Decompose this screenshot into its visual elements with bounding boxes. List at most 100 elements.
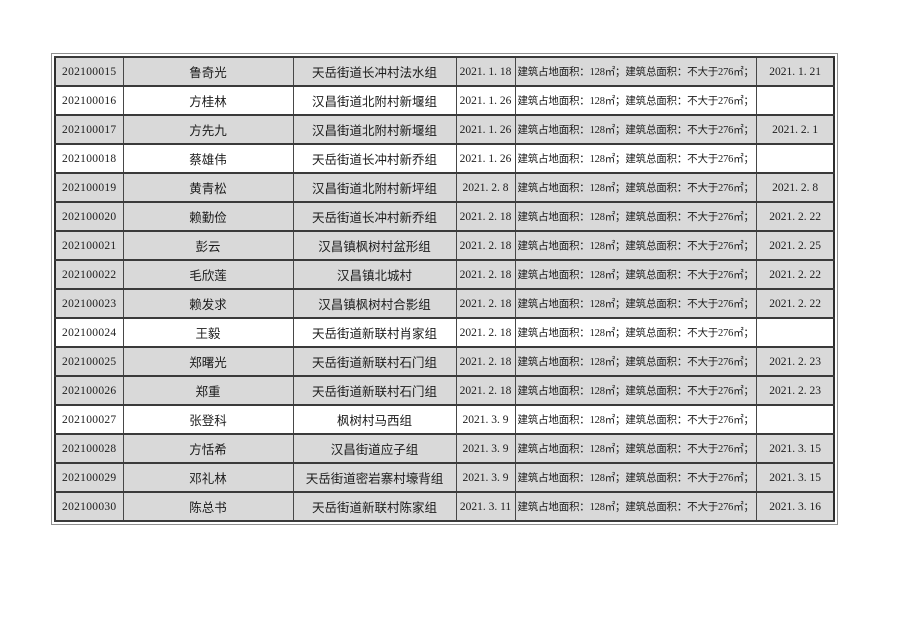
cell-serial: 202100027 [54,404,124,435]
table-row: 202100030 陈总书 天岳街道新联村陈家组 2021. 3. 11 建筑占地面积：… [54,491,835,522]
cell-approve-date: 2021. 1. 21 [755,56,835,87]
cell-building-area: 建筑占地面积：128㎡；建筑总面积：不大于276㎡； [514,288,757,319]
cell-serial: 202100026 [54,375,124,406]
cell-apply-date: 2021. 2. 18 [455,259,516,290]
cell-village: 汉昌镇枫树村盆形组 [292,230,457,261]
cell-building-area: 建筑占地面积：128㎡；建筑总面积：不大于276㎡； [514,230,757,261]
cell-name: 郑重 [122,375,294,406]
cell-approve-date: 2021. 2. 23 [755,375,835,406]
table-row: 202100015 鲁奇光 天岳街道长冲村法水组 2021. 1. 18 建筑占地面积：… [54,56,835,87]
cell-serial: 202100025 [54,346,124,377]
table-row: 202100017 方先九 汉昌街道北附村新堰组 2021. 1. 26 建筑占地面积：… [54,114,835,145]
cell-village: 汉昌镇枫树村合影组 [292,288,457,319]
cell-building-area: 建筑占地面积：128㎡；建筑总面积：不大于276㎡； [514,114,757,145]
cell-village: 天岳街道长冲村法水组 [292,56,457,87]
cell-approve-date [755,317,835,348]
cell-village: 天岳街道长冲村新乔组 [292,143,457,174]
cell-building-area: 建筑占地面积：128㎡；建筑总面积：不大于276㎡； [514,404,757,435]
cell-serial: 202100023 [54,288,124,319]
cell-approve-date: 2021. 2. 22 [755,288,835,319]
cell-village: 天岳街道新联村石门组 [292,375,457,406]
cell-building-area: 建筑占地面积：128㎡；建筑总面积：不大于276㎡； [514,317,757,348]
cell-building-area: 建筑占地面积：128㎡；建筑总面积：不大于276㎡； [514,56,757,87]
cell-name: 陈总书 [122,491,294,522]
cell-village: 汉昌街道北附村新堰组 [292,114,457,145]
table-row: 202100029 邓礼林 天岳街道密岩寨村壕背组 2021. 3. 9 建筑占地面积：… [54,462,835,493]
cell-building-area: 建筑占地面积：128㎡；建筑总面积：不大于276㎡； [514,172,757,203]
cell-village: 汉昌镇北城村 [292,259,457,290]
cell-name: 方恬希 [122,433,294,464]
cell-name: 张登科 [122,404,294,435]
cell-village: 汉昌街道北附村新堰组 [292,85,457,116]
cell-apply-date: 2021. 1. 26 [455,114,516,145]
cell-name: 黄青松 [122,172,294,203]
cell-apply-date: 2021. 1. 26 [455,85,516,116]
cell-approve-date: 2021. 2. 22 [755,259,835,290]
cell-village: 汉昌街道应子组 [292,433,457,464]
cell-serial: 202100028 [54,433,124,464]
cell-name: 毛欣莲 [122,259,294,290]
cell-approve-date: 2021. 2. 8 [755,172,835,203]
cell-apply-date: 2021. 2. 18 [455,230,516,261]
cell-approve-date: 2021. 3. 16 [755,491,835,522]
cell-serial: 202100019 [54,172,124,203]
cell-name: 邓礼林 [122,462,294,493]
cell-village: 天岳街道新联村肖家组 [292,317,457,348]
cell-approve-date [755,404,835,435]
cell-approve-date: 2021. 2. 25 [755,230,835,261]
cell-serial: 202100020 [54,201,124,232]
cell-apply-date: 2021. 3. 9 [455,433,516,464]
cell-apply-date: 2021. 2. 18 [455,346,516,377]
cell-village: 汉昌街道北附村新坪组 [292,172,457,203]
cell-apply-date: 2021. 1. 26 [455,143,516,174]
cell-serial: 202100018 [54,143,124,174]
cell-apply-date: 2021. 2. 18 [455,288,516,319]
cell-building-area: 建筑占地面积：128㎡；建筑总面积：不大于276㎡； [514,462,757,493]
cell-approve-date: 2021. 2. 23 [755,346,835,377]
approval-records-table: 202100015 鲁奇光 天岳街道长冲村法水组 2021. 1. 18 建筑占地面积：… [50,53,839,525]
table-row: 202100020 赖勤俭 天岳街道长冲村新乔组 2021. 2. 18 建筑占地面积：… [54,201,835,232]
cell-building-area: 建筑占地面积：128㎡；建筑总面积：不大于276㎡； [514,259,757,290]
cell-apply-date: 2021. 2. 18 [455,201,516,232]
cell-village: 枫树村马西组 [292,404,457,435]
cell-building-area: 建筑占地面积：128㎡；建筑总面积：不大于276㎡； [514,201,757,232]
table-row: 202100016 方桂林 汉昌街道北附村新堰组 2021. 1. 26 建筑占地面积：… [54,85,835,116]
table-row: 202100023 赖发求 汉昌镇枫树村合影组 2021. 2. 18 建筑占地面积：1… [54,288,835,319]
cell-approve-date [755,85,835,116]
table-row: 202100028 方恬希 汉昌街道应子组 2021. 3. 9 建筑占地面积：128㎡… [54,433,835,464]
cell-apply-date: 2021. 2. 18 [455,375,516,406]
cell-apply-date: 2021. 3. 11 [455,491,516,522]
cell-village: 天岳街道长冲村新乔组 [292,201,457,232]
cell-name: 赖勤俭 [122,201,294,232]
cell-name: 赖发求 [122,288,294,319]
table-row: 202100022 毛欣莲 汉昌镇北城村 2021. 2. 18 建筑占地面积：128㎡… [54,259,835,290]
cell-village: 天岳街道新联村石门组 [292,346,457,377]
cell-apply-date: 2021. 3. 9 [455,404,516,435]
cell-approve-date: 2021. 2. 1 [755,114,835,145]
cell-name: 方先九 [122,114,294,145]
cell-name: 彭云 [122,230,294,261]
table-row: 202100025 郑曙光 天岳街道新联村石门组 2021. 2. 18 建筑占地面积：… [54,346,835,377]
cell-building-area: 建筑占地面积：128㎡；建筑总面积：不大于276㎡； [514,433,757,464]
cell-apply-date: 2021. 2. 8 [455,172,516,203]
cell-approve-date: 2021. 2. 22 [755,201,835,232]
cell-serial: 202100015 [54,56,124,87]
cell-building-area: 建筑占地面积：128㎡；建筑总面积：不大于276㎡； [514,85,757,116]
cell-approve-date [755,143,835,174]
cell-approve-date: 2021. 3. 15 [755,433,835,464]
cell-apply-date: 2021. 2. 18 [455,317,516,348]
table-row: 202100027 张登科 枫树村马西组 2021. 3. 9 建筑占地面积：128㎡；… [54,404,835,435]
table-row: 202100018 蔡雄伟 天岳街道长冲村新乔组 2021. 1. 26 建筑占地面积：… [54,143,835,174]
cell-building-area: 建筑占地面积：128㎡；建筑总面积：不大于276㎡； [514,491,757,522]
cell-serial: 202100029 [54,462,124,493]
cell-village: 天岳街道新联村陈家组 [292,491,457,522]
table-row: 202100026 郑重 天岳街道新联村石门组 2021. 2. 18 建筑占地面积：1… [54,375,835,406]
cell-apply-date: 2021. 3. 9 [455,462,516,493]
table-row: 202100021 彭云 汉昌镇枫树村盆形组 2021. 2. 18 建筑占地面积：12… [54,230,835,261]
cell-village: 天岳街道密岩寨村壕背组 [292,462,457,493]
cell-serial: 202100022 [54,259,124,290]
cell-serial: 202100016 [54,85,124,116]
cell-name: 王毅 [122,317,294,348]
cell-building-area: 建筑占地面积：128㎡；建筑总面积：不大于276㎡； [514,143,757,174]
